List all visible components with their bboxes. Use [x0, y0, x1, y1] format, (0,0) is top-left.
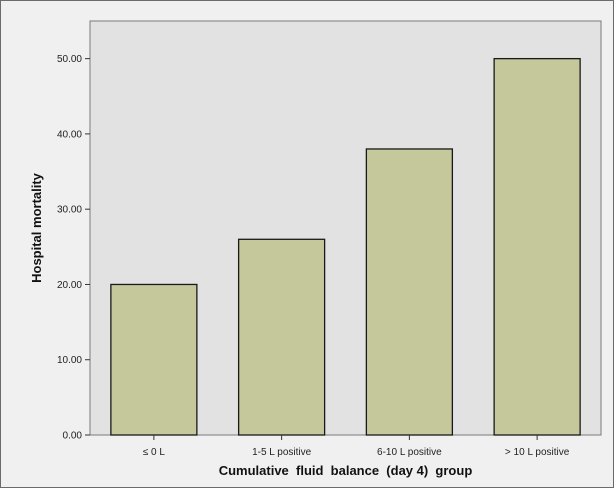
y-tick-label-2: 20.00 [57, 280, 82, 291]
y-tick-label-5: 50.00 [57, 54, 82, 65]
x-tick-label-0: ≤ 0 L [143, 447, 166, 458]
y-tick-label-4: 40.00 [57, 129, 82, 140]
bar-0 [110, 283, 198, 436]
bar-3 [493, 57, 581, 436]
x-axis-title: Cumulative fluid balance (day 4) group [219, 463, 473, 478]
x-tick-label-1: 1-5 L positive [252, 447, 312, 458]
y-axis-title: Hospital mortality [29, 172, 44, 283]
y-tick-label-3: 30.00 [57, 205, 82, 216]
y-axis: 0.00 10.00 20.00 30.00 40.00 50.00 [57, 54, 90, 442]
bar-2 [365, 148, 454, 436]
x-tick-label-3: > 10 L positive [505, 447, 570, 458]
bar-1 [237, 238, 326, 436]
x-tick-label-2: 6-10 L positive [377, 447, 442, 458]
y-tick-label-0: 0.00 [63, 431, 83, 442]
x-axis: ≤ 0 L 1-5 L positive 6-10 L positive > 10 L… [143, 435, 570, 458]
y-tick-label-1: 10.00 [57, 355, 82, 366]
bar-group [110, 57, 581, 436]
